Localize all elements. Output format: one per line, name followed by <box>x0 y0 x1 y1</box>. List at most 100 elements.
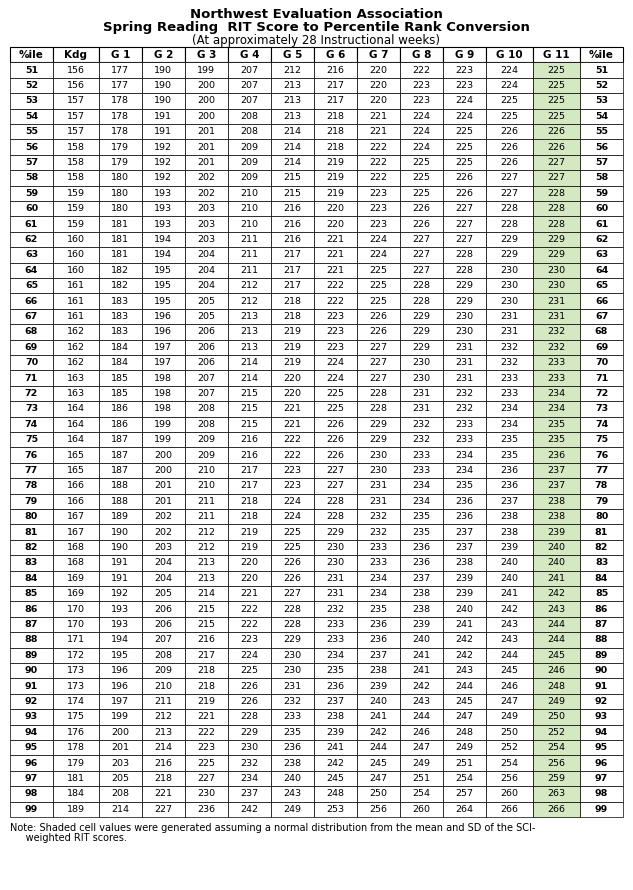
Bar <box>185 724 228 740</box>
Bar <box>400 370 443 385</box>
Text: 231: 231 <box>548 296 565 305</box>
Text: 86: 86 <box>25 604 38 613</box>
Bar <box>271 401 314 417</box>
Text: 78: 78 <box>25 481 38 490</box>
Text: 189: 189 <box>67 805 85 813</box>
Bar <box>400 231 443 247</box>
Text: 96: 96 <box>595 758 608 767</box>
Text: 233: 233 <box>455 435 473 444</box>
Text: 57: 57 <box>25 158 38 167</box>
Bar <box>400 247 443 263</box>
Text: 216: 216 <box>327 66 344 75</box>
Bar <box>228 216 271 231</box>
Bar <box>53 294 99 309</box>
Text: 191: 191 <box>154 112 172 121</box>
Text: 223: 223 <box>284 466 301 475</box>
Text: 260: 260 <box>412 805 430 813</box>
Bar <box>443 294 486 309</box>
Bar <box>486 370 533 385</box>
Text: 227: 227 <box>412 266 430 275</box>
Text: 210: 210 <box>197 466 215 475</box>
Text: 168: 168 <box>67 543 85 552</box>
Text: Note: Shaded cell values were generated assuming a normal distribution from the : Note: Shaded cell values were generated … <box>10 823 536 833</box>
Text: 211: 211 <box>197 513 215 522</box>
Bar <box>580 756 623 771</box>
Bar <box>486 724 533 740</box>
Text: 232: 232 <box>241 758 258 767</box>
Text: 223: 223 <box>455 66 473 75</box>
Bar <box>10 709 53 724</box>
Text: 225: 225 <box>369 266 387 275</box>
Text: 252: 252 <box>500 743 518 752</box>
Bar <box>271 324 314 340</box>
Bar <box>99 201 142 216</box>
Text: 246: 246 <box>500 682 518 691</box>
Text: 187: 187 <box>111 435 129 444</box>
Bar <box>357 401 400 417</box>
Bar <box>357 555 400 570</box>
Text: 60: 60 <box>595 204 608 214</box>
Bar <box>533 324 580 340</box>
Bar <box>10 263 53 278</box>
Text: G 6: G 6 <box>325 50 345 60</box>
Bar <box>271 540 314 555</box>
Text: 222: 222 <box>327 296 344 305</box>
Text: 247: 247 <box>412 743 430 752</box>
Bar <box>228 555 271 570</box>
Bar <box>533 216 580 231</box>
Bar <box>400 109 443 124</box>
Bar <box>443 740 486 756</box>
Text: 184: 184 <box>67 789 85 798</box>
Text: 99: 99 <box>595 805 608 813</box>
Text: 95: 95 <box>25 743 38 752</box>
Bar <box>53 432 99 448</box>
Text: 196: 196 <box>111 667 129 676</box>
Bar <box>185 632 228 648</box>
Bar <box>10 201 53 216</box>
Bar <box>53 509 99 524</box>
Text: 206: 206 <box>154 620 172 629</box>
Bar <box>99 47 142 62</box>
Text: 238: 238 <box>284 758 301 767</box>
Text: 223: 223 <box>284 481 301 490</box>
Text: 219: 219 <box>327 174 344 182</box>
Text: 245: 245 <box>548 651 565 659</box>
Text: 68: 68 <box>25 328 38 336</box>
Text: 192: 192 <box>111 589 129 598</box>
Text: 236: 236 <box>412 543 430 552</box>
Bar <box>400 586 443 602</box>
Text: 202: 202 <box>197 174 215 182</box>
Bar <box>533 478 580 494</box>
Text: 216: 216 <box>284 220 301 229</box>
Bar <box>533 263 580 278</box>
Text: 246: 246 <box>412 728 430 737</box>
Bar <box>357 263 400 278</box>
Bar <box>486 155 533 170</box>
Bar <box>185 124 228 140</box>
Text: 227: 227 <box>455 235 473 244</box>
Bar <box>357 294 400 309</box>
Text: weighted RIT scores.: weighted RIT scores. <box>10 833 127 843</box>
Bar <box>533 709 580 724</box>
Text: 228: 228 <box>241 712 258 722</box>
Text: 230: 230 <box>284 651 301 659</box>
Text: 215: 215 <box>241 404 258 413</box>
Text: 212: 212 <box>241 281 258 290</box>
Text: 240: 240 <box>369 697 387 706</box>
Bar <box>486 77 533 93</box>
Bar <box>10 694 53 709</box>
Text: 177: 177 <box>111 66 129 75</box>
Text: 72: 72 <box>25 389 38 398</box>
Bar <box>271 740 314 756</box>
Bar <box>443 124 486 140</box>
Bar <box>142 709 185 724</box>
Bar <box>486 509 533 524</box>
Text: 243: 243 <box>455 667 473 676</box>
Bar <box>185 278 228 294</box>
Text: 235: 235 <box>369 604 387 613</box>
Text: 226: 226 <box>412 204 430 214</box>
Bar <box>185 756 228 771</box>
Bar <box>271 216 314 231</box>
Bar <box>10 570 53 586</box>
Text: 203: 203 <box>111 758 129 767</box>
